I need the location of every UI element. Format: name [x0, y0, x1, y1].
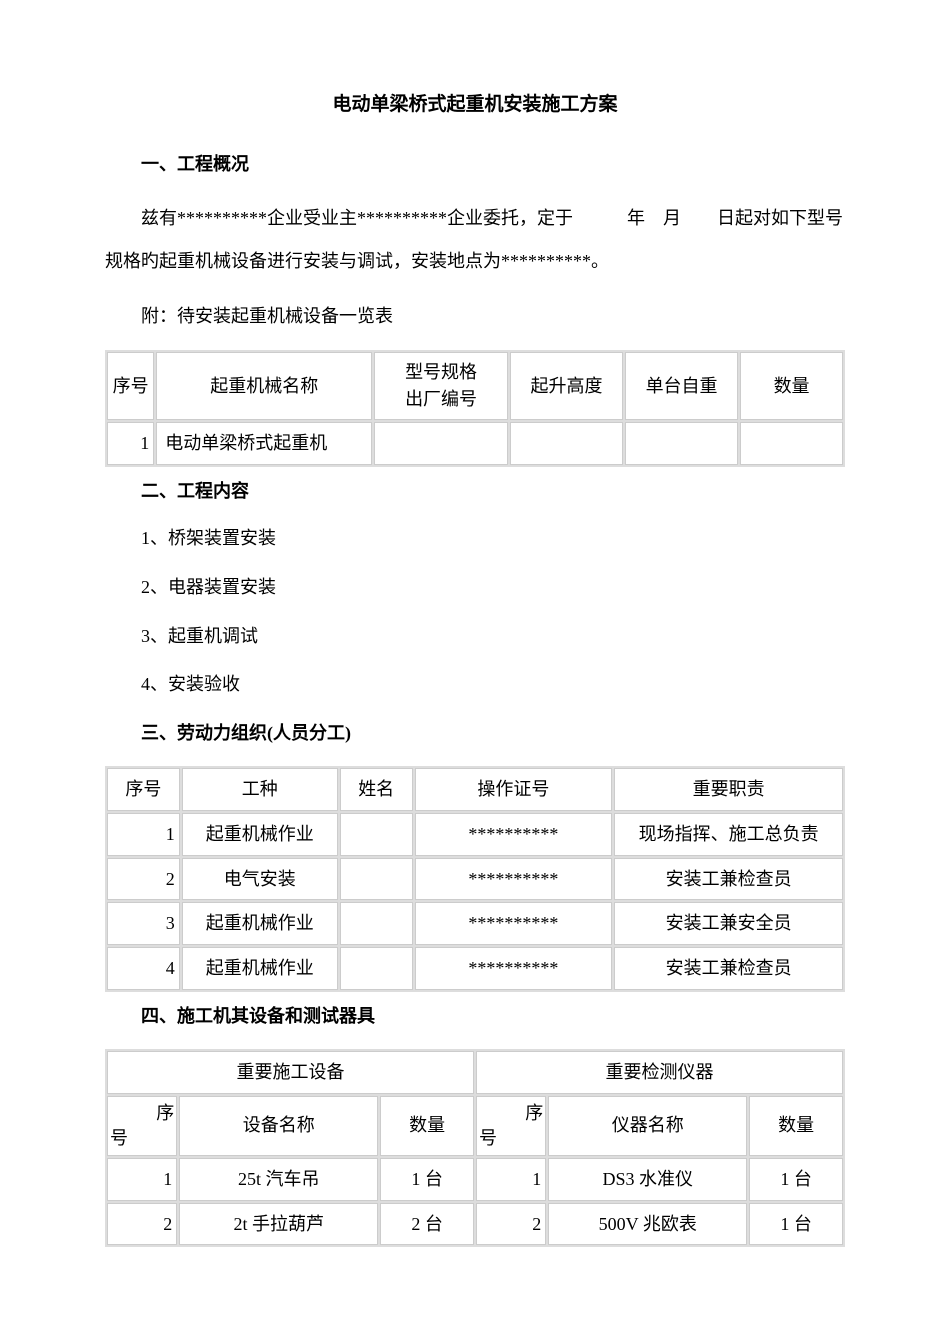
- seq-b: 号: [479, 1126, 543, 1151]
- cell-cert: **********: [415, 947, 613, 990]
- table-header-row: 序号 工种 姓名 操作证号 重要职责: [107, 768, 843, 811]
- cell-name: 电动单梁桥式起重机: [156, 422, 372, 465]
- cell-seq-r: 2: [476, 1203, 546, 1246]
- section-3-heading: 三、劳动力组织(人员分工): [105, 719, 845, 748]
- document-title: 电动单梁桥式起重机安装施工方案: [105, 90, 845, 120]
- cell-name: [340, 813, 413, 856]
- cell-seq-l: 1: [107, 1158, 177, 1201]
- table-group-row: 重要施工设备 重要检测仪器: [107, 1051, 843, 1094]
- col-name: 姓名: [340, 768, 413, 811]
- col-qty: 数量: [740, 352, 843, 420]
- cell-duty: 安装工兼检查员: [614, 858, 843, 901]
- col-cert: 操作证号: [415, 768, 613, 811]
- cell-cert: **********: [415, 902, 613, 945]
- section-1-heading: 一、工程概况: [105, 150, 845, 179]
- group-right: 重要检测仪器: [476, 1051, 843, 1094]
- col-seq: 序号: [107, 352, 154, 420]
- cell-seq: 1: [107, 813, 180, 856]
- col-height: 起升高度: [510, 352, 623, 420]
- cell-height: [510, 422, 623, 465]
- col-name-right: 仪器名称: [548, 1096, 747, 1156]
- cell-seq-r: 1: [476, 1158, 546, 1201]
- col-qty-right: 数量: [749, 1096, 843, 1156]
- cell-weight: [625, 422, 738, 465]
- cell-name: [340, 947, 413, 990]
- cell-name-r: DS3 水准仪: [548, 1158, 747, 1201]
- table-header-row: 序号 起重机械名称 型号规格 出厂编号 起升高度 单台自重 数量: [107, 352, 843, 420]
- cell-qty-r: 1 台: [749, 1158, 843, 1201]
- table-row: 1 起重机械作业 ********** 现场指挥、施工总负责: [107, 813, 843, 856]
- col-type: 工种: [182, 768, 338, 811]
- seq-a: 序: [479, 1101, 543, 1126]
- cell-duty: 安装工兼检查员: [614, 947, 843, 990]
- list-item: 2、电器装置安装: [105, 573, 845, 602]
- table-row: 4 起重机械作业 ********** 安装工兼检查员: [107, 947, 843, 990]
- col-model: 型号规格 出厂编号: [374, 352, 508, 420]
- cell-name-l: 25t 汽车吊: [179, 1158, 378, 1201]
- cell-qty-r: 1 台: [749, 1203, 843, 1246]
- col-duty: 重要职责: [614, 768, 843, 811]
- cell-name-l: 2t 手拉葫芦: [179, 1203, 378, 1246]
- table-row: 2 2t 手拉葫芦 2 台 2 500V 兆欧表 1 台: [107, 1203, 843, 1246]
- attachment-label: 附：待安装起重机械设备一览表: [105, 302, 845, 331]
- cell-type: 电气安装: [182, 858, 338, 901]
- col-name-left: 设备名称: [179, 1096, 378, 1156]
- col-weight: 单台自重: [625, 352, 738, 420]
- labor-organization-table: 序号 工种 姓名 操作证号 重要职责 1 起重机械作业 ********** 现…: [105, 766, 845, 992]
- cell-type: 起重机械作业: [182, 902, 338, 945]
- cell-name: [340, 858, 413, 901]
- cell-seq: 2: [107, 858, 180, 901]
- table-row: 2 电气安装 ********** 安装工兼检查员: [107, 858, 843, 901]
- cell-model: [374, 422, 508, 465]
- cell-duty: 安装工兼安全员: [614, 902, 843, 945]
- cell-seq: 4: [107, 947, 180, 990]
- construction-equipment-table: 重要施工设备 重要检测仪器 序 号 设备名称 数量 序 号 仪器名称 数量 1 …: [105, 1049, 845, 1248]
- cell-seq: 1: [107, 422, 154, 465]
- cell-qty-l: 2 台: [380, 1203, 474, 1246]
- list-item: 3、起重机调试: [105, 622, 845, 651]
- cell-seq: 3: [107, 902, 180, 945]
- cell-seq-l: 2: [107, 1203, 177, 1246]
- cell-duty: 现场指挥、施工总负责: [614, 813, 843, 856]
- table-row: 1 电动单梁桥式起重机: [107, 422, 843, 465]
- cell-name: [340, 902, 413, 945]
- list-item: 1、桥架装置安装: [105, 524, 845, 553]
- col-model-line1: 型号规格: [405, 362, 477, 382]
- col-seq-left: 序 号: [107, 1096, 177, 1156]
- equipment-install-table: 序号 起重机械名称 型号规格 出厂编号 起升高度 单台自重 数量 1 电动单梁桥…: [105, 350, 845, 467]
- table-header-row: 序 号 设备名称 数量 序 号 仪器名称 数量: [107, 1096, 843, 1156]
- cell-qty-l: 1 台: [380, 1158, 474, 1201]
- cell-qty: [740, 422, 843, 465]
- table-row: 3 起重机械作业 ********** 安装工兼安全员: [107, 902, 843, 945]
- cell-cert: **********: [415, 858, 613, 901]
- col-name: 起重机械名称: [156, 352, 372, 420]
- seq-b: 号: [110, 1126, 174, 1151]
- cell-type: 起重机械作业: [182, 813, 338, 856]
- group-left: 重要施工设备: [107, 1051, 474, 1094]
- col-model-line2: 出厂编号: [405, 389, 477, 409]
- cell-cert: **********: [415, 813, 613, 856]
- seq-a: 序: [110, 1101, 174, 1126]
- table-row: 1 25t 汽车吊 1 台 1 DS3 水准仪 1 台: [107, 1158, 843, 1201]
- section-4-heading: 四、施工机其设备和测试器具: [105, 1002, 845, 1031]
- col-seq: 序号: [107, 768, 180, 811]
- list-item: 4、安装验收: [105, 670, 845, 699]
- section-1-paragraph: 兹有**********企业受业主**********企业委托，定于 年 月 日…: [105, 197, 845, 283]
- cell-type: 起重机械作业: [182, 947, 338, 990]
- col-qty-left: 数量: [380, 1096, 474, 1156]
- cell-name-r: 500V 兆欧表: [548, 1203, 747, 1246]
- col-seq-right: 序 号: [476, 1096, 546, 1156]
- section-2-heading: 二、工程内容: [105, 477, 845, 506]
